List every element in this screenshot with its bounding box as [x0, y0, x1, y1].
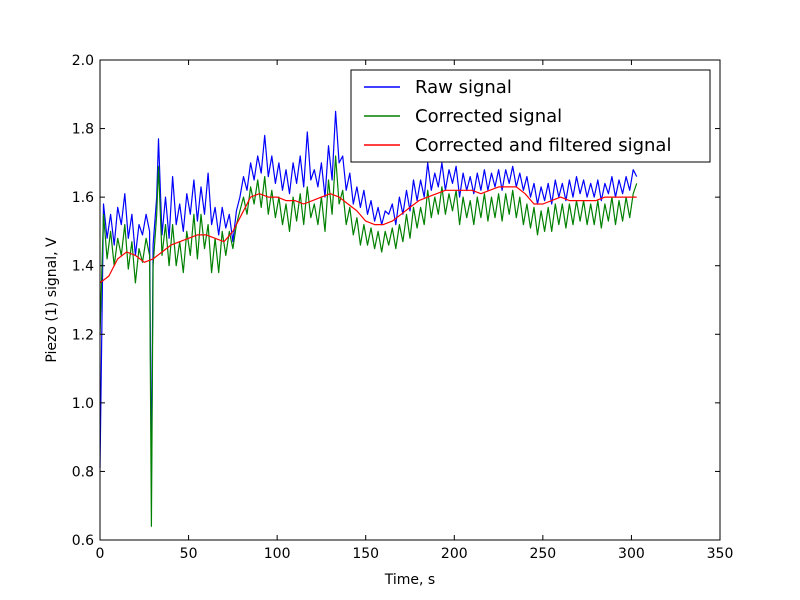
- series-line-2: [99, 155, 638, 527]
- x-tick-label: 350: [707, 546, 734, 562]
- series-layer: [99, 110, 638, 527]
- plot-frame: [99, 59, 721, 541]
- y-tick-label: 1.0: [72, 396, 94, 412]
- y-axis-label: Piezo (1) signal, V: [44, 237, 60, 363]
- y-tick-label: 0.6: [72, 533, 94, 549]
- x-tick-label: 0: [96, 546, 105, 562]
- x-tick-label: 300: [618, 546, 645, 562]
- series-line-1: [99, 110, 638, 483]
- x-tick-label: 250: [529, 546, 556, 562]
- x-tick-label: 50: [180, 546, 198, 562]
- legend-label-1: Raw signal: [415, 77, 512, 98]
- y-tick-label: 1.8: [72, 122, 94, 138]
- legend-box: [350, 69, 711, 163]
- y-tick-label: 1.6: [72, 190, 94, 206]
- y-tick-label: 1.4: [72, 259, 94, 275]
- ticks-layer: 0 50 100 150 200 250 300 350 0.6 0.8 1.0 1.2 1.4 1.6 1…: [72, 53, 734, 562]
- y-tick-label: 0.8: [72, 464, 94, 480]
- legend: Raw signal Corrected signal Corrected and …: [350, 69, 711, 163]
- x-tick-label: 200: [441, 546, 468, 562]
- x-axis-label: Time, s: [384, 572, 435, 588]
- y-tick-label: 2.0: [72, 53, 94, 69]
- y-tick-label: 1.2: [72, 327, 94, 343]
- x-tick-label: 150: [352, 546, 379, 562]
- legend-label-3: Corrected and filtered signal: [415, 135, 671, 156]
- legend-label-2: Corrected signal: [415, 106, 562, 127]
- series-line-3: [99, 186, 637, 284]
- x-tick-label: 100: [264, 546, 291, 562]
